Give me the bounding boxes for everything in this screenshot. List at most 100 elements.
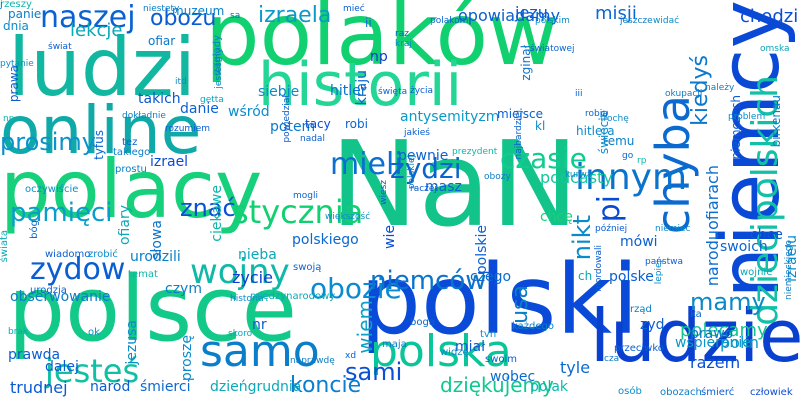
word: tyle bbox=[560, 358, 591, 377]
word: izraela bbox=[258, 3, 332, 28]
word: swoich bbox=[720, 239, 768, 255]
word: podcasty bbox=[540, 168, 613, 187]
word: robią bbox=[585, 109, 608, 119]
word: większość bbox=[325, 212, 371, 222]
word: stycznia bbox=[232, 193, 364, 231]
word: polecamy bbox=[680, 320, 768, 341]
word: wiesz bbox=[379, 180, 389, 205]
word: naroduofiarach bbox=[703, 165, 722, 287]
word: trochę bbox=[600, 114, 629, 124]
word: należy bbox=[705, 83, 735, 93]
word: rzeszy bbox=[0, 0, 32, 10]
word: polsce bbox=[8, 257, 297, 362]
word: mogli bbox=[293, 191, 318, 201]
word: pi bbox=[592, 195, 627, 223]
word: wiadomo bbox=[45, 249, 91, 260]
word: maja bbox=[382, 339, 407, 350]
word: jakieś bbox=[404, 128, 430, 138]
word: polskiej bbox=[407, 155, 417, 190]
word: masz bbox=[425, 179, 462, 195]
word: wiem bbox=[353, 300, 377, 354]
word: niemiec bbox=[655, 224, 691, 234]
word: prawda bbox=[8, 347, 61, 363]
word: koncie bbox=[290, 373, 362, 398]
word: nikt bbox=[568, 215, 596, 261]
word: danie bbox=[180, 101, 219, 117]
word: chce bbox=[750, 227, 783, 243]
word: polski bbox=[360, 244, 639, 356]
word: niemieckiego bbox=[784, 240, 794, 300]
word: omska bbox=[760, 44, 790, 54]
word: widzę bbox=[440, 347, 469, 358]
word: ludzie bbox=[590, 294, 800, 378]
word: świata bbox=[0, 230, 10, 263]
word: xd bbox=[345, 351, 357, 361]
word: swoją bbox=[293, 262, 322, 273]
word: zyd bbox=[640, 317, 665, 333]
word: życie bbox=[232, 268, 273, 287]
word: polacy bbox=[0, 143, 263, 236]
word: nr bbox=[252, 317, 267, 333]
word: polskim bbox=[535, 16, 570, 26]
word: obozu bbox=[150, 6, 217, 31]
word: kl bbox=[535, 119, 546, 133]
word: prostu bbox=[115, 164, 147, 175]
word: zrobić bbox=[88, 249, 118, 260]
word: samo bbox=[200, 326, 320, 377]
word: polaków bbox=[205, 0, 559, 85]
word: lepiej bbox=[654, 260, 664, 285]
word: chcę bbox=[540, 209, 573, 225]
word: temat bbox=[128, 269, 158, 280]
word: przeciwko bbox=[614, 343, 664, 354]
word: ciekawe bbox=[209, 185, 225, 242]
word: boga bbox=[410, 317, 435, 328]
word: dnia bbox=[3, 19, 29, 33]
word: potem bbox=[270, 119, 316, 135]
word: np bbox=[370, 49, 388, 65]
word: mówi bbox=[620, 234, 658, 250]
word: miał bbox=[455, 339, 486, 355]
word: tacy bbox=[305, 117, 331, 131]
word: takiego bbox=[113, 147, 151, 158]
word: zydow bbox=[30, 252, 126, 287]
word: online bbox=[0, 92, 202, 169]
word: mamy bbox=[690, 288, 766, 316]
word: powiedział bbox=[282, 95, 292, 143]
word: iii bbox=[575, 89, 583, 99]
word: międzynarodowy bbox=[250, 291, 336, 302]
word: jesteś bbox=[45, 352, 140, 390]
word: dziękujemy bbox=[440, 373, 554, 397]
word: raczej bbox=[410, 184, 437, 194]
word: wobec bbox=[490, 369, 536, 385]
word: jezusa bbox=[124, 320, 140, 365]
word: pamięci bbox=[10, 198, 113, 228]
word: naszej bbox=[40, 0, 136, 35]
word: obserwowanie bbox=[10, 289, 111, 305]
word: urodzili bbox=[130, 249, 181, 265]
word: prawa bbox=[7, 65, 21, 103]
word: dokładnie bbox=[122, 111, 166, 121]
word: zydzi bbox=[390, 152, 462, 185]
word: rp bbox=[637, 156, 647, 166]
word: misji bbox=[595, 3, 637, 24]
word: tez bbox=[122, 137, 138, 148]
word: najbardziej bbox=[514, 110, 524, 160]
word: światowej bbox=[530, 44, 575, 54]
word: NaN bbox=[330, 115, 579, 253]
word: słowa bbox=[149, 220, 165, 260]
word: człowiek bbox=[750, 387, 793, 398]
word: obozy bbox=[484, 172, 511, 182]
word: świat bbox=[48, 42, 72, 52]
word: jesteśmy bbox=[214, 48, 224, 89]
word: polakom bbox=[430, 16, 469, 26]
word: tvn bbox=[480, 329, 497, 340]
word: kraju bbox=[354, 70, 370, 106]
word: obozach bbox=[660, 387, 702, 398]
word: nieba bbox=[238, 247, 277, 263]
word: birkenau bbox=[769, 95, 783, 148]
word: historia bbox=[230, 294, 264, 304]
word: wie bbox=[382, 225, 398, 249]
word: ch bbox=[578, 269, 593, 283]
word: widać bbox=[653, 16, 680, 26]
